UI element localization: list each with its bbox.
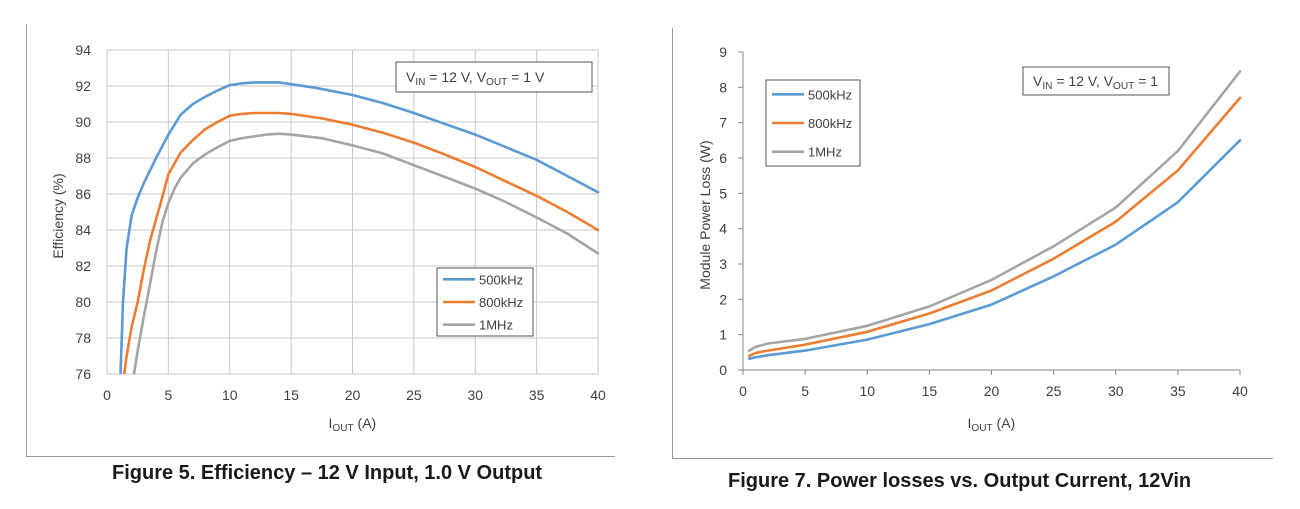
y-tick-label: 1 [719,327,727,343]
series-line-800khz [122,111,600,374]
y-tick-label: 9 [719,44,727,60]
y-tick-label: 84 [75,222,91,238]
y-axis-label: Module Power Loss (W) [697,140,713,289]
y-tick-label: 78 [75,330,91,346]
series-line-800khz [747,96,1242,358]
y-tick-label: 8 [719,79,727,95]
y-tick-label: 76 [75,366,91,382]
legend-label-800khz: 800kHz [479,295,523,310]
legend-label-1mhz: 1MHz [479,318,513,333]
figure5-caption: Figure 5. Efficiency – 12 V Input, 1.0 V… [112,462,543,484]
x-axis-label: IOUT (A) [329,415,377,434]
figure7-frame [672,28,1273,459]
conditions-annotation-box [1022,66,1170,96]
y-tick-label: 86 [75,186,91,202]
x-axis-label: IOUT (A) [968,415,1016,434]
x-tick-label: 20 [345,387,361,403]
y-tick-label: 7 [719,115,727,131]
legend-label-1mhz: 1MHz [808,145,842,160]
series-line-1mhz [132,132,600,374]
x-tick-label: 0 [739,383,747,399]
y-tick-label: 6 [719,150,727,166]
series-line-500khz [119,81,600,374]
y-tick-label: 4 [719,221,727,237]
y-tick-label: 2 [719,291,727,307]
conditions-annotation-text: VIN = 12 V, VOUT = 1 V [406,69,545,88]
y-tick-label: 94 [75,42,91,58]
y-tick-label: 0 [719,362,727,378]
y-tick-label: 80 [75,294,91,310]
x-tick-label: 30 [1108,383,1124,399]
x-tick-label: 10 [859,383,875,399]
figure7-caption: Figure 7. Power losses vs. Output Curren… [728,470,1192,492]
y-tick-label: 88 [75,150,91,166]
x-tick-label: 5 [801,383,809,399]
x-tick-label: 35 [1170,383,1186,399]
series-line-500khz [747,139,1242,361]
x-tick-label: 30 [467,387,483,403]
legend-label-500khz: 500kHz [479,272,523,287]
conditions-annotation-text: VIN = 12 V, VOUT = 1 [1033,73,1158,92]
y-tick-label: 90 [75,114,91,130]
x-tick-label: 15 [283,387,299,403]
x-tick-label: 25 [1046,383,1062,399]
y-tick-label: 5 [719,185,727,201]
y-tick-label: 92 [75,78,91,94]
y-axis-label: Efficiency (%) [50,173,66,258]
chart-1: 0 5 10 15 20 25 30 35 40 76 78 80 82 84 86 88 90 92 94 IOUT… [50,42,606,434]
x-tick-label: 40 [590,387,606,403]
x-tick-label: 40 [1232,383,1248,399]
x-tick-label: 20 [984,383,1000,399]
y-tick-label: 3 [719,256,727,272]
figure5-frame [26,24,615,457]
chart-2: 0 5 10 15 20 25 30 35 40 0 1 2 3 4 5 6 7 8 9 IOUT (A) Module… [697,44,1248,434]
x-tick-label: 0 [103,387,111,403]
y-tick-label: 82 [75,258,91,274]
x-tick-label: 35 [529,387,545,403]
series-line-1mhz [747,70,1242,352]
legend-label-800khz: 800kHz [808,116,852,131]
x-tick-label: 10 [222,387,238,403]
x-tick-label: 15 [922,383,938,399]
x-tick-label: 5 [164,387,172,403]
legend-label-500khz: 500kHz [808,87,852,102]
x-tick-label: 25 [406,387,422,403]
conditions-annotation-box [395,61,593,93]
